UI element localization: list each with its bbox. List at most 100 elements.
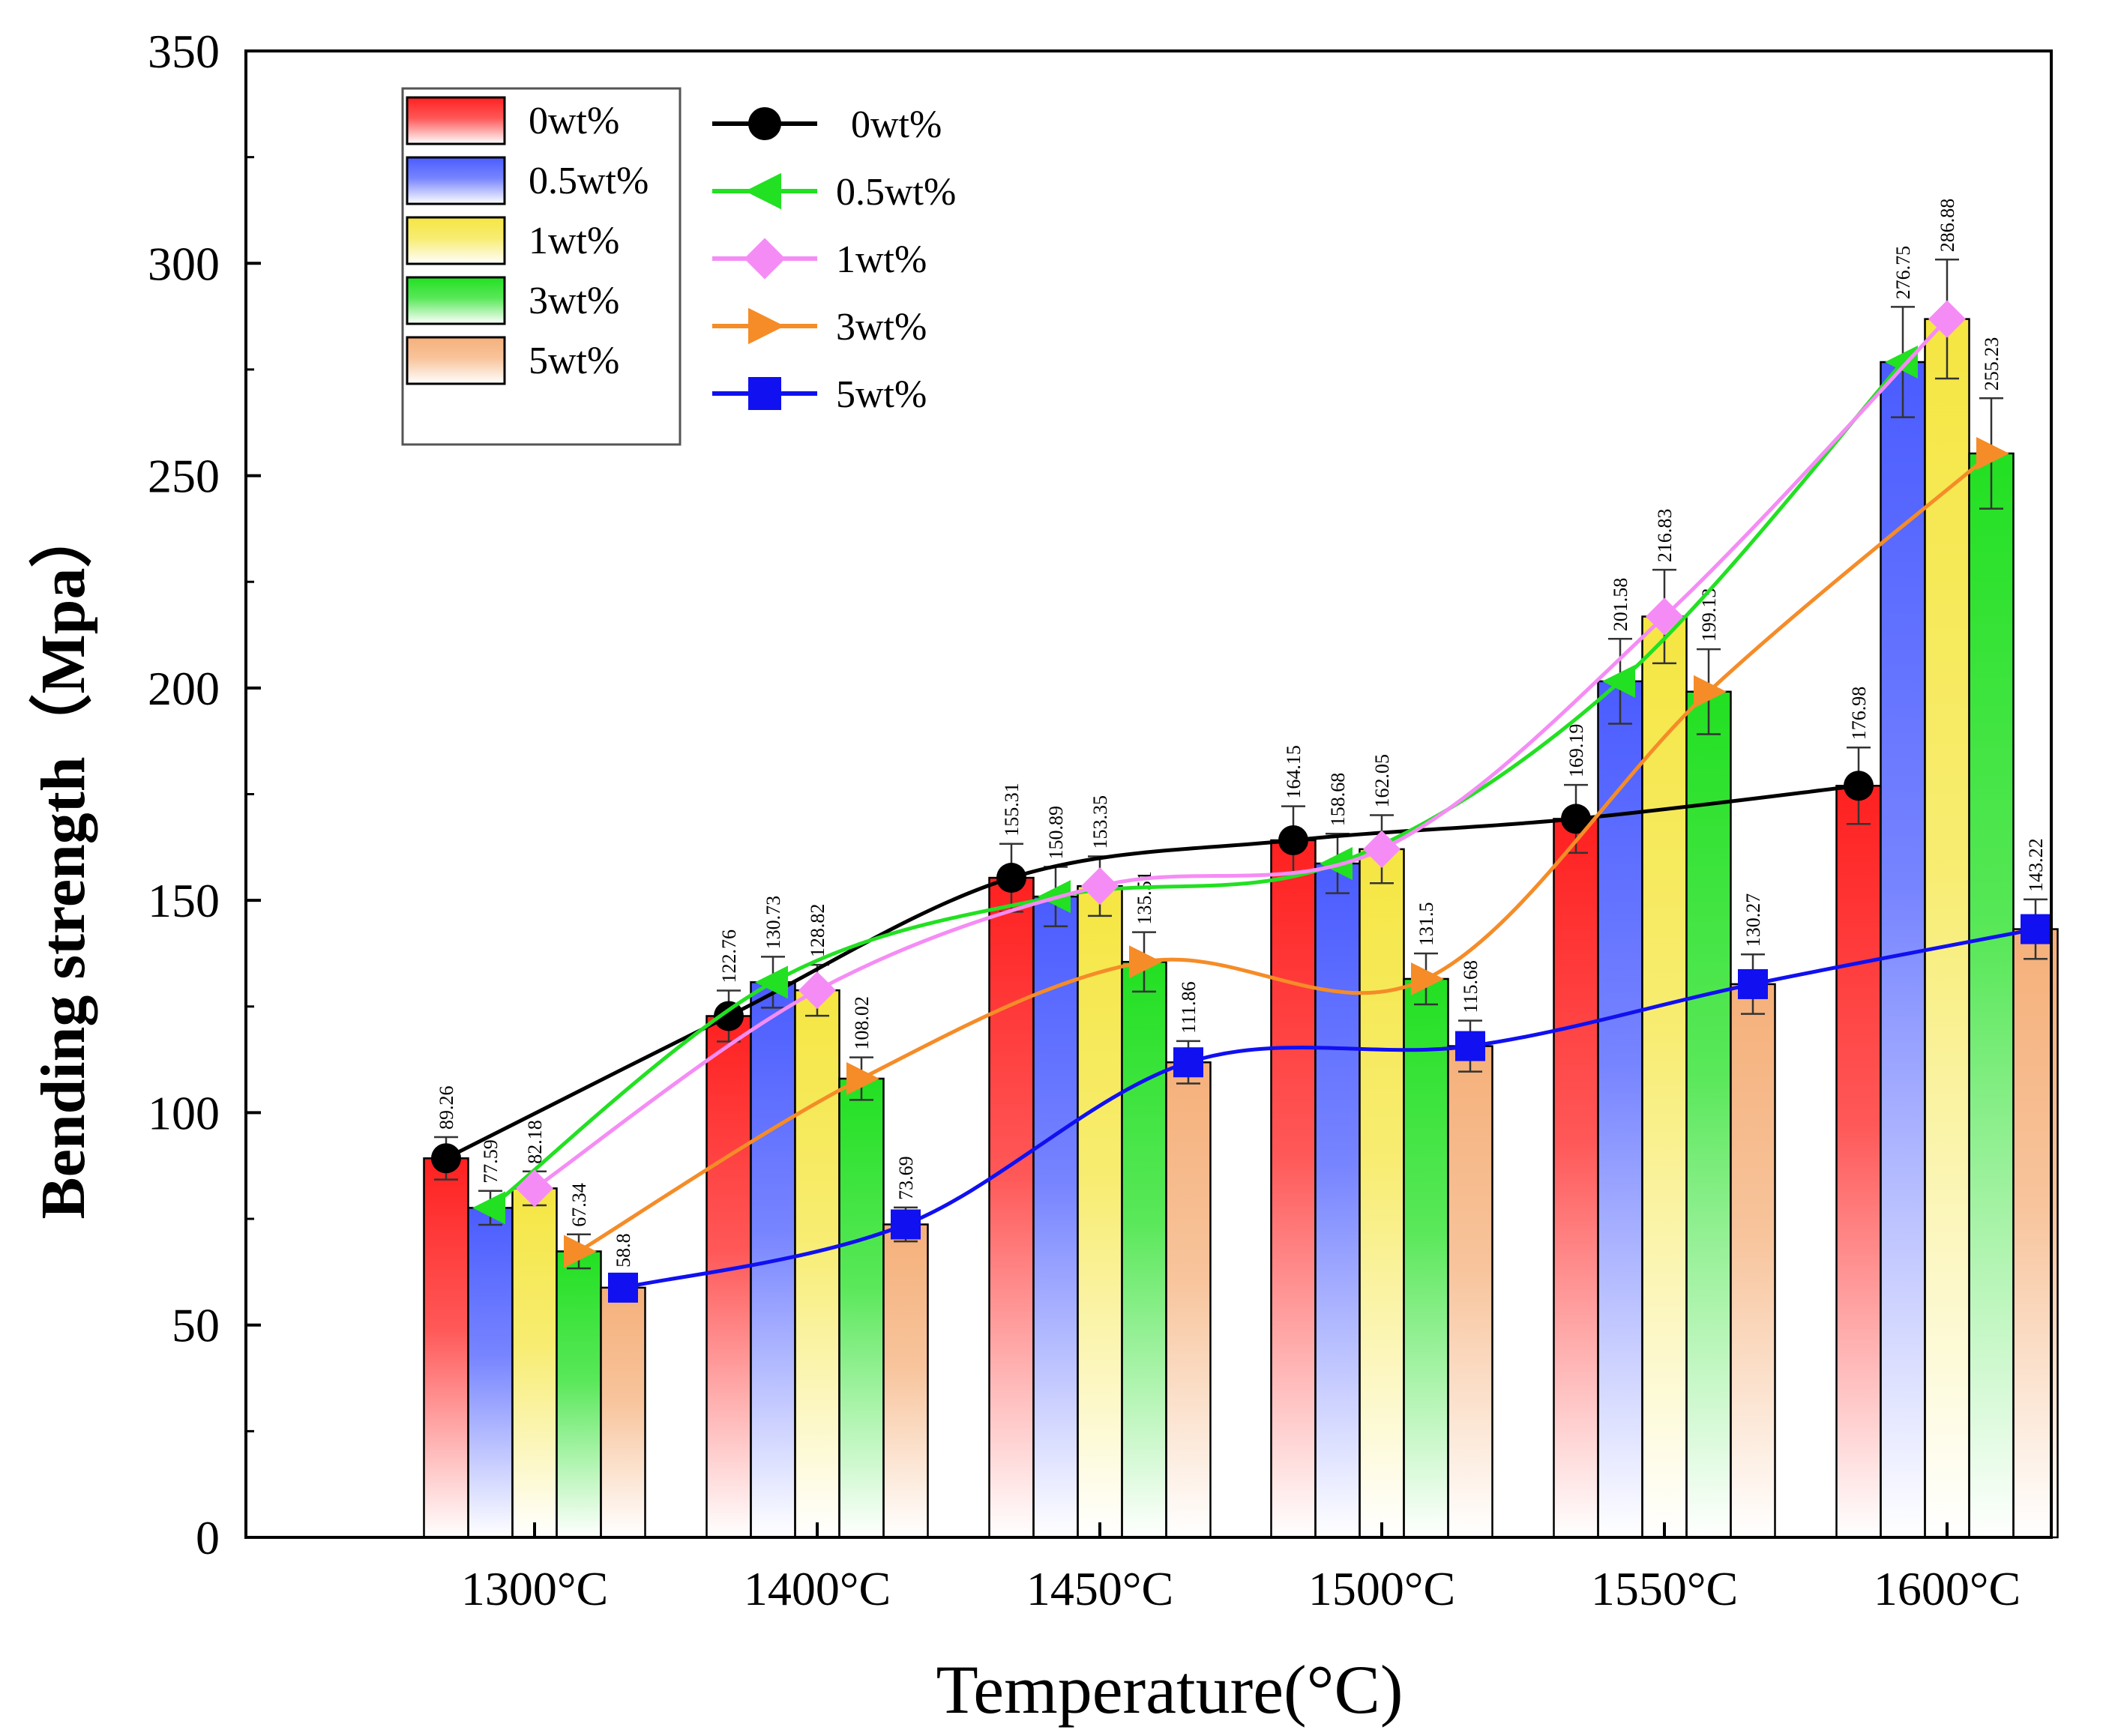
marker-diamond bbox=[1363, 830, 1401, 868]
marker-circle bbox=[431, 1143, 461, 1174]
trend-line-0wt% bbox=[445, 783, 1859, 1160]
bar-5wt%-1500°C bbox=[1447, 1045, 1493, 1539]
bar-value-label: 176.98 bbox=[1848, 687, 1870, 741]
marker-triangle-left bbox=[744, 172, 781, 210]
marker-square bbox=[1455, 1031, 1485, 1061]
line-legend-label: 1wt% bbox=[836, 238, 927, 281]
bar-legend-swatch bbox=[406, 336, 506, 385]
bar-value-label: 115.68 bbox=[1460, 960, 1481, 1013]
marker-triangle-right bbox=[748, 307, 785, 345]
bar-value-label: 130.73 bbox=[762, 896, 784, 950]
x-tick-label: 1300°C bbox=[461, 1562, 608, 1615]
trend-line-5wt% bbox=[622, 927, 2036, 1290]
marker-square bbox=[891, 1209, 921, 1240]
bar-legend-label: 0.5wt% bbox=[529, 160, 649, 202]
x-tick-label: 1550°C bbox=[1591, 1562, 1738, 1615]
marker-circle bbox=[1278, 825, 1308, 855]
marker-circle bbox=[714, 1001, 744, 1031]
bar-value-label: 158.68 bbox=[1327, 773, 1349, 827]
bar-3wt%-1600°C bbox=[1968, 452, 2015, 1539]
y-tick-label: 250 bbox=[148, 450, 220, 503]
line-legend-label: 0wt% bbox=[851, 103, 942, 146]
trend-line-1wt% bbox=[533, 317, 1949, 1190]
bar-value-label: 122.76 bbox=[718, 929, 740, 983]
line-legend-label: 3wt% bbox=[836, 306, 927, 349]
marker-circle bbox=[1844, 771, 1874, 801]
bar-value-label: 153.35 bbox=[1089, 795, 1111, 849]
marker-diamond bbox=[1646, 597, 1683, 636]
bar-value-label: 82.18 bbox=[524, 1120, 546, 1164]
marker-diamond bbox=[516, 1169, 553, 1208]
marker-triangle-right bbox=[1129, 945, 1162, 979]
y-tick-label: 300 bbox=[148, 237, 220, 290]
bar-value-label: 164.15 bbox=[1283, 745, 1305, 799]
y-tick-label: 350 bbox=[148, 25, 220, 78]
marker-triangle-left bbox=[1602, 664, 1635, 698]
marker-square bbox=[608, 1272, 638, 1303]
legend-layer: 0wt% 0.5wt% 1wt% 3wt% 5wt% 0wt% 0.5wt% 1wt% 3wt%… bbox=[401, 87, 956, 446]
marker-triangle-right bbox=[1694, 675, 1727, 708]
y-tick-label: 200 bbox=[148, 662, 220, 715]
bar-5wt%-1450°C bbox=[1165, 1061, 1212, 1539]
marker-triangle-left bbox=[1320, 846, 1353, 880]
marker-triangle-right bbox=[1411, 962, 1444, 995]
marker-triangle-left bbox=[755, 965, 788, 999]
bar-5wt%-1300°C bbox=[600, 1286, 646, 1539]
bar-legend-swatch bbox=[406, 156, 506, 205]
bar-3wt%-1400°C bbox=[838, 1077, 885, 1539]
x-axis-title: Temperature(°C) bbox=[936, 1651, 1404, 1728]
marker-square bbox=[2021, 914, 2051, 944]
bar-value-label: 77.59 bbox=[480, 1139, 502, 1184]
bar-value-label: 286.88 bbox=[1937, 199, 1958, 253]
marker-square bbox=[1173, 1047, 1203, 1078]
marker-circle bbox=[748, 107, 781, 140]
bar-0wt%-1450°C bbox=[988, 876, 1035, 1539]
bar-value-label: 73.69 bbox=[895, 1156, 917, 1200]
x-tick-label: 1600°C bbox=[1874, 1562, 2021, 1615]
x-tick-label: 1450°C bbox=[1026, 1562, 1173, 1615]
bar-value-label: 216.83 bbox=[1654, 509, 1676, 563]
marker-triangle-left bbox=[472, 1191, 505, 1225]
marker-diamond bbox=[1928, 300, 1966, 338]
marker-triangle-right bbox=[846, 1061, 879, 1095]
bar-1wt%-1400°C bbox=[794, 989, 840, 1539]
bar-value-label: 111.86 bbox=[1178, 981, 1200, 1034]
bars-layer bbox=[423, 318, 2059, 1539]
bar-value-label: 199.13 bbox=[1698, 588, 1720, 642]
bar-3wt%-1450°C bbox=[1121, 960, 1167, 1539]
line-legend-label: 0.5wt% bbox=[836, 171, 956, 214]
marker-triangle-right bbox=[1976, 436, 2009, 470]
bar-legend-box bbox=[401, 87, 682, 446]
bar-value-label: 276.75 bbox=[1892, 246, 1914, 300]
bar-0.5wt%-1300°C bbox=[467, 1207, 514, 1539]
bar-legend-swatch bbox=[406, 216, 506, 265]
bar-0.5wt%-1550°C bbox=[1597, 680, 1643, 1539]
bar-value-label: 143.22 bbox=[2025, 838, 2047, 892]
y-tick-label: 0 bbox=[196, 1511, 220, 1564]
bar-legend-label: 1wt% bbox=[529, 220, 619, 262]
bar-value-label: 162.05 bbox=[1371, 754, 1393, 808]
bar-0.5wt%-1450°C bbox=[1032, 895, 1079, 1539]
line-legend-label: 5wt% bbox=[836, 373, 927, 416]
bar-0wt%-1400°C bbox=[705, 1015, 752, 1539]
bar-value-label: 169.19 bbox=[1565, 724, 1587, 778]
bar-value-label: 255.23 bbox=[1981, 337, 2003, 391]
trend-line-3wt% bbox=[577, 452, 1993, 1253]
trend-line-0.5wt% bbox=[489, 361, 1904, 1210]
bar-legend-swatch bbox=[406, 96, 506, 145]
bar-value-label: 67.34 bbox=[568, 1183, 590, 1227]
bar-0wt%-1600°C bbox=[1835, 785, 1882, 1539]
y-tick-label: 150 bbox=[148, 874, 220, 927]
bar-1wt%-1450°C bbox=[1077, 884, 1123, 1539]
bar-0.5wt%-1500°C bbox=[1314, 862, 1361, 1539]
marker-circle bbox=[1561, 804, 1591, 834]
bar-value-label: 128.82 bbox=[807, 904, 828, 958]
x-tick-label: 1500°C bbox=[1308, 1562, 1455, 1615]
bar-0wt%-1500°C bbox=[1270, 839, 1317, 1539]
bar-5wt%-1550°C bbox=[1730, 983, 1776, 1539]
trend-lines-layer bbox=[431, 300, 2051, 1303]
bar-3wt%-1550°C bbox=[1685, 690, 1732, 1539]
marker-square bbox=[748, 377, 781, 410]
bar-value-label: 201.58 bbox=[1610, 578, 1631, 632]
bar-value-label: 130.27 bbox=[1742, 893, 1764, 947]
